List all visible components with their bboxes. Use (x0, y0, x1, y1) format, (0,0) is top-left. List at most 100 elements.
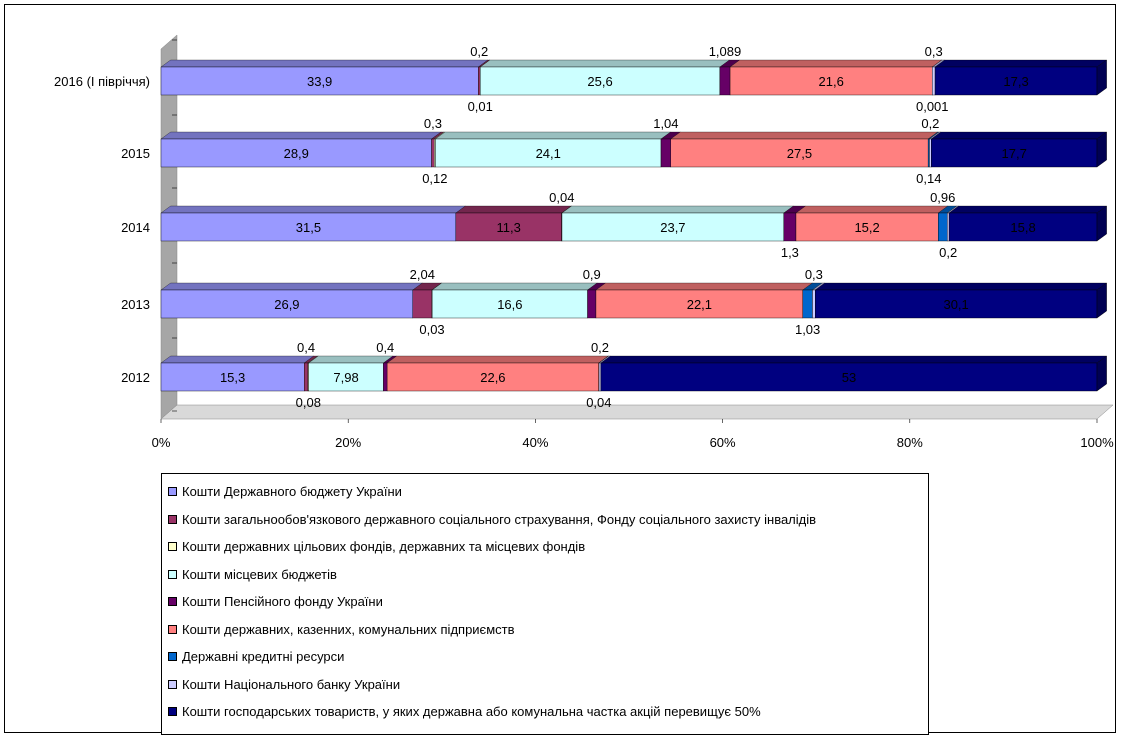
legend-item: Кошти державних цільових фондів, державн… (168, 539, 585, 554)
legend-item: Кошти місцевих бюджетів (168, 567, 337, 582)
bar-segment (480, 66, 721, 96)
bar-segment (478, 66, 481, 96)
bar-end-face (1096, 131, 1107, 168)
bar-top-face (479, 59, 730, 68)
data-label: 0,01 (468, 99, 493, 114)
legend-item: Державні кредитні ресурси (168, 649, 344, 664)
data-label: 25,6 (587, 74, 612, 89)
data-label: 0,3 (925, 44, 943, 59)
data-label: 0,001 (916, 99, 949, 114)
bar-top-face (930, 131, 1108, 140)
bar-segment (938, 212, 948, 242)
data-label: 15,2 (854, 220, 879, 235)
legend-label: Кошти загальнообов'язкового державного с… (182, 511, 817, 527)
data-label: 0,2 (921, 116, 939, 131)
data-label: 0,12 (422, 171, 447, 186)
data-label: 11,3 (497, 220, 521, 235)
data-label: 28,9 (284, 146, 309, 161)
bar-top-face (434, 131, 672, 140)
bar-segment (431, 138, 435, 168)
bar-segment (729, 66, 933, 96)
bar-segment (719, 66, 731, 96)
legend-label: Кошти державних, казенних, комунальних п… (182, 621, 515, 637)
bar-top-face (386, 355, 609, 364)
floor (160, 404, 1114, 420)
bar-top-face (600, 355, 1108, 364)
legend-item: Кошти Національного банку України (168, 677, 400, 692)
legend-label: Кошти Державного бюджету України (182, 484, 402, 499)
legend: Кошти Державного бюджету України Кошти за… (161, 473, 929, 735)
bar-segment (160, 362, 305, 392)
bar-top-face (934, 59, 1108, 68)
data-label: 1,04 (653, 116, 678, 131)
data-label: 1,3 (781, 245, 799, 260)
data-label: 1,089 (709, 44, 742, 59)
bar-top-face (670, 131, 939, 140)
bar-segment (160, 289, 413, 319)
bar-segment (931, 138, 1098, 168)
data-label: 7,98 (333, 370, 358, 385)
data-label: 26,9 (274, 297, 299, 312)
legend-swatch (168, 514, 177, 524)
x-tick-label: 40% (522, 435, 548, 450)
data-label: 0,3 (805, 267, 823, 282)
data-label: 22,1 (687, 297, 712, 312)
bar-segment (929, 138, 932, 168)
bar-segment (815, 289, 1098, 319)
bar-segment (932, 66, 936, 96)
bar-top-face (948, 205, 1108, 214)
data-label: 0,2 (470, 44, 488, 59)
bar-top-face (561, 205, 794, 214)
data-label: 23,7 (660, 220, 685, 235)
legend-label: Кошти місцевих бюджетів (182, 566, 337, 582)
legend-label: Кошти державних цільових фондів, державн… (182, 539, 586, 554)
bar-segment (304, 362, 309, 392)
bar-segment (455, 212, 562, 242)
legend-swatch (168, 487, 177, 496)
bar-segment (802, 289, 813, 319)
data-label: 16,6 (497, 297, 522, 312)
data-label: 0,4 (376, 340, 394, 355)
bar-segment (783, 212, 797, 242)
data-label: 24,1 (536, 146, 561, 161)
legend-swatch (168, 542, 177, 551)
bar-segment (600, 362, 1098, 392)
bar-top-face (160, 282, 423, 291)
bar-segment (587, 289, 597, 319)
legend-item: Кошти державних, казенних, комунальних п… (168, 622, 515, 637)
category-label: 2014 (121, 220, 150, 235)
data-label: 0,4 (297, 340, 315, 355)
bar-segment (386, 362, 599, 392)
bar-top-face (308, 355, 394, 364)
legend-label: Кошти господарських товариств, у яких де… (182, 704, 761, 719)
bar-segment (561, 212, 785, 242)
data-label: 0,04 (586, 395, 611, 410)
legend-label: Кошти Пенсійного фонду України (182, 594, 383, 609)
data-label: 0,08 (296, 395, 321, 410)
bar-segment (160, 138, 432, 168)
data-label: 53 (842, 370, 856, 385)
data-label: 0,2 (591, 340, 609, 355)
bar-segment (934, 66, 1098, 96)
bar-segment (670, 138, 929, 168)
data-label: 0,96 (930, 190, 955, 205)
bar-segment (947, 212, 950, 242)
category-label: 2013 (121, 297, 150, 312)
bar-segment (431, 289, 588, 319)
bar-segment (160, 66, 479, 96)
data-label: 22,6 (480, 370, 505, 385)
data-label: 0,2 (939, 245, 957, 260)
bar-top-face (431, 282, 598, 291)
category-label: 2016 (І півріччя) (54, 74, 150, 89)
x-tick-label: 60% (710, 435, 736, 450)
legend-item: Кошти загальнообов'язкового державного с… (168, 512, 816, 527)
bar-end-face (1096, 282, 1107, 319)
legend-item: Кошти Пенсійного фонду України (168, 594, 383, 609)
bar-segment (795, 212, 939, 242)
bar-top-face (160, 205, 466, 214)
legend-swatch (168, 707, 177, 716)
bar-top-face (455, 205, 572, 214)
x-tick-label: 20% (335, 435, 361, 450)
bar-segment (598, 362, 602, 392)
bar-segment (308, 362, 384, 392)
